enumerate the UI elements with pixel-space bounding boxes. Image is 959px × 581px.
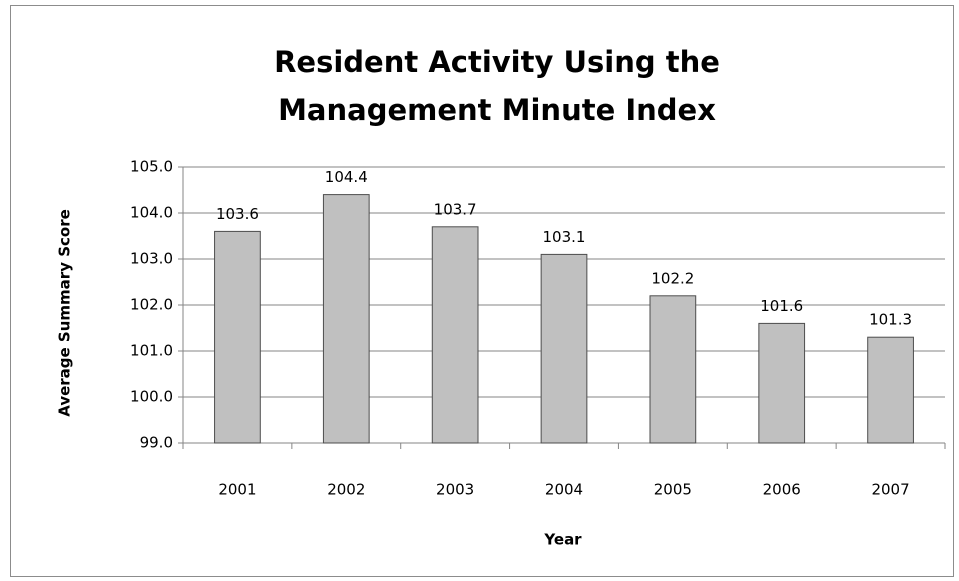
bar [540, 253, 588, 444]
bar [867, 336, 914, 444]
data-label: 103.1 [543, 228, 586, 246]
bar [322, 194, 370, 444]
x-tick-label: 2005 [654, 481, 692, 499]
bar [431, 226, 479, 444]
x-tick-label: 2001 [218, 481, 256, 499]
y-tick-label: 104.0 [130, 204, 173, 222]
bar [649, 295, 697, 444]
bar [758, 322, 806, 444]
y-tick-label: 105.0 [130, 158, 173, 176]
y-axis-title: Average Summary Score [56, 209, 74, 417]
x-tick-label: 2003 [436, 481, 474, 499]
y-tick-label: 102.0 [130, 296, 173, 314]
data-label: 102.2 [651, 269, 694, 287]
x-tick-label: 2002 [327, 481, 365, 499]
data-label: 101.6 [760, 297, 803, 315]
y-tick-label: 101.0 [130, 342, 173, 360]
x-tick-label: 2006 [763, 481, 801, 499]
x-tick-label: 2007 [871, 481, 909, 499]
y-tick-label: 100.0 [130, 388, 173, 406]
data-label: 103.7 [434, 200, 477, 218]
x-tick-label: 2004 [545, 481, 583, 499]
x-axis-title: Year [543, 531, 582, 549]
chart-frame [10, 5, 954, 577]
y-tick-label: 103.0 [130, 250, 173, 268]
data-label: 104.4 [325, 168, 368, 186]
bar [214, 230, 261, 444]
data-label: 101.3 [869, 311, 912, 329]
data-label: 103.6 [216, 205, 259, 223]
y-tick-label: 99.0 [140, 434, 173, 452]
chart-title: Resident Activity Using the Management M… [274, 45, 720, 127]
